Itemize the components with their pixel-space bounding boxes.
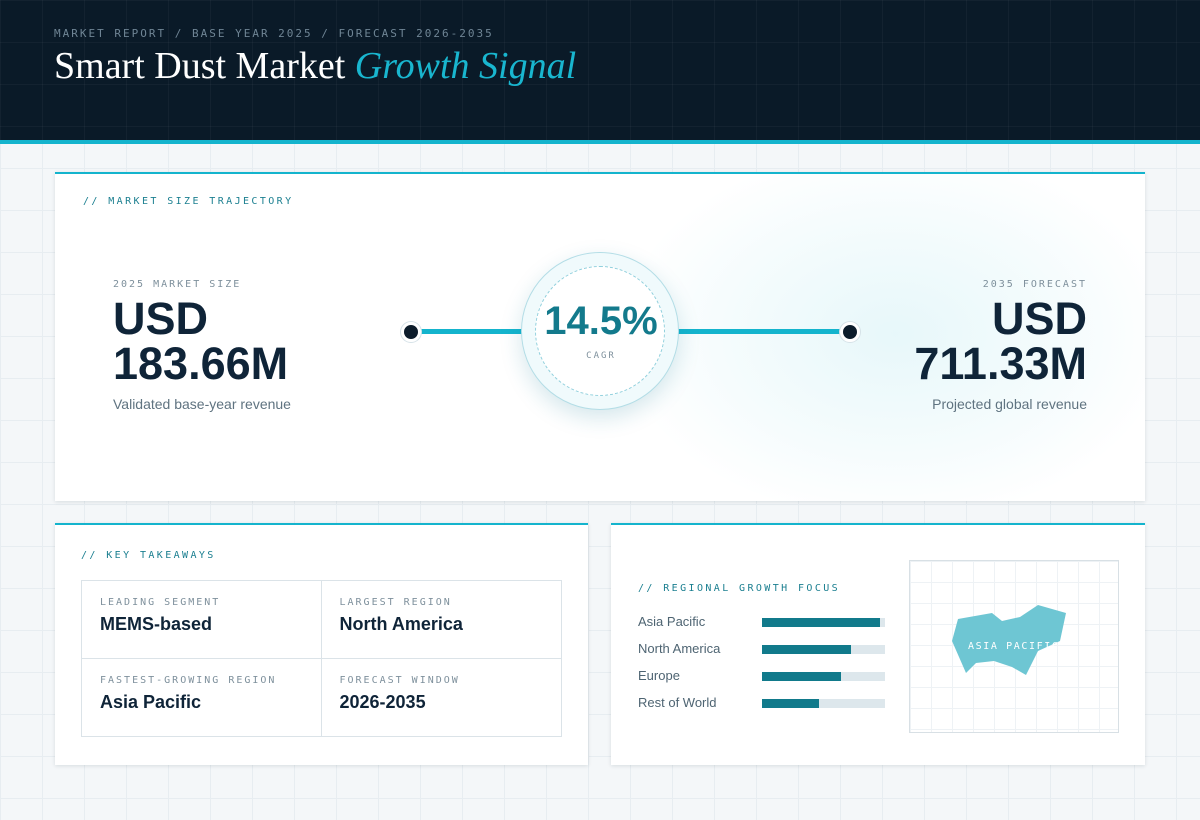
region-bar-track [762,672,885,681]
key-takeaways-panel: // KEY TAKEAWAYS LEADING SEGMENT MEMS-ba… [55,523,588,765]
page-title-accent: Growth Signal [354,45,577,87]
cagr-label: CAGR [586,351,616,361]
trajectory-end-dot [840,322,860,342]
region-name: Asia Pacific [638,614,706,629]
forecast-stat: 2035 FORECAST USD 711.33M Projected glob… [914,279,1087,412]
forecast-amount: 711.33M [914,338,1087,389]
takeaway-cell: LEADING SEGMENT MEMS-based [82,581,322,659]
cagr-value: 14.5% [544,299,658,343]
region-map: ASIA PACIFIC [909,560,1119,733]
region-bar-track [762,645,885,654]
cagr-inner-ring [535,266,665,396]
takeaway-key: FORECAST WINDOW [339,674,460,686]
forecast-caption: 2035 FORECAST [982,279,1087,290]
takeaways-grid: LEADING SEGMENT MEMS-based LARGEST REGIO… [81,580,562,737]
page-title: Smart Dust Market Growth Signal [54,44,576,88]
region-name: Europe [638,668,680,683]
takeaway-cell: FASTEST-GROWING REGION Asia Pacific [82,658,322,736]
region-row: Asia Pacific [638,614,888,641]
forecast-currency: USD [991,293,1087,344]
region-bar-fill [762,699,819,708]
region-bar-fill [762,672,841,681]
base-year-stat: 2025 MARKET SIZE USD 183.66M Validated b… [113,279,291,412]
regional-label: // REGIONAL GROWTH FOCUS [638,583,841,594]
base-year-currency: USD [113,293,209,344]
region-name: Rest of World [638,695,717,710]
base-year-caption: 2025 MARKET SIZE [113,279,242,290]
takeaway-key: LARGEST REGION [339,597,452,608]
region-bar-track [762,699,885,708]
forecast-note: Projected global revenue [932,396,1087,412]
region-bar-track [762,618,885,627]
background-glow [615,174,1145,501]
takeaway-value: North America [339,614,463,634]
takeaway-cell: LARGEST REGION North America [321,581,561,659]
region-bar-fill [762,618,881,627]
market-size-trajectory-panel: // MARKET SIZE TRAJECTORY 2025 MARKET SI… [55,172,1145,501]
takeaways-label: // KEY TAKEAWAYS [81,550,216,561]
region-row: Rest of World [638,695,888,722]
takeaway-value: MEMS-based [100,614,213,634]
region-row: North America [638,641,888,668]
base-year-note: Validated base-year revenue [113,396,291,412]
breadcrumb: MARKET REPORT / BASE YEAR 2025 / FORECAS… [54,27,494,40]
map-region-label: ASIA PACIFIC [968,641,1060,652]
region-name: North America [638,641,721,656]
report-header: MARKET REPORT / BASE YEAR 2025 / FORECAS… [0,0,1200,144]
takeaway-cell: FORECAST WINDOW 2026-2035 [322,659,562,737]
takeaway-value: Asia Pacific [100,691,202,712]
asia-pacific-shape [952,605,1066,675]
trajectory-label: // MARKET SIZE TRAJECTORY [83,196,294,207]
takeaway-key: FASTEST-GROWING REGION [100,674,277,686]
base-year-amount: 183.66M [113,338,289,389]
takeaway-value: 2026-2035 [339,691,426,712]
regional-growth-panel: // REGIONAL GROWTH FOCUS Asia Pacific No… [611,523,1145,765]
page-title-main: Smart Dust Market [54,45,346,87]
region-bars: Asia Pacific North America Europe Rest o… [638,614,888,722]
takeaway-key: LEADING SEGMENT [100,597,221,608]
asia-pacific-map-icon [952,605,1066,675]
trajectory-start-dot [401,322,421,342]
region-row: Europe [638,668,888,695]
region-bar-fill [762,645,851,654]
cagr-badge: 14.5% CAGR [521,252,679,410]
